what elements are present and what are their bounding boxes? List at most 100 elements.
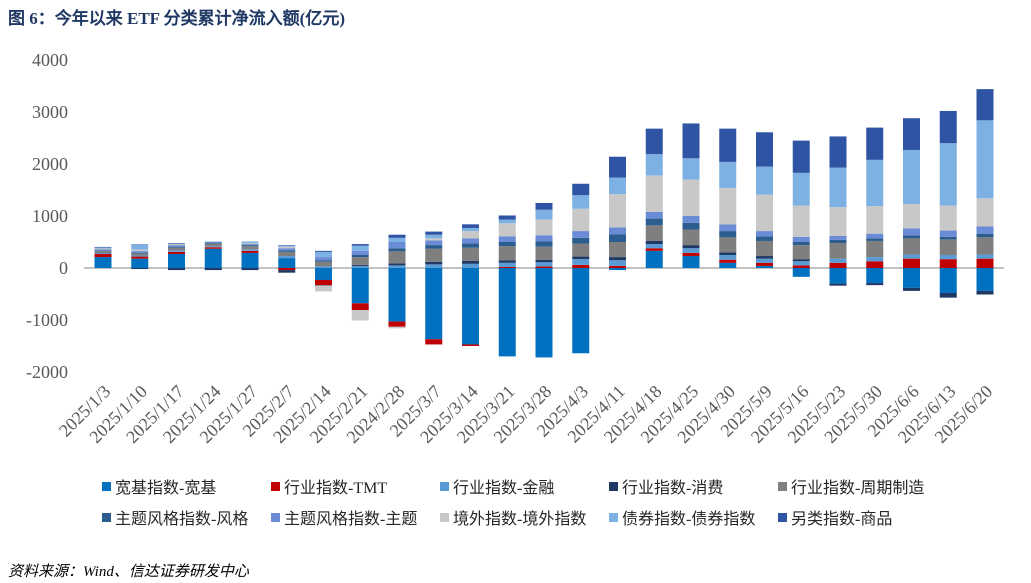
bar-11-series-1: [498, 266, 516, 268]
y-tick-label: 1000: [32, 206, 68, 226]
bar-16-series-6: [682, 216, 700, 223]
bar-3-series-2: [204, 246, 222, 248]
y-tick-label: -1000: [26, 310, 68, 330]
bar-11-series-0: [498, 268, 516, 357]
bar-20-series-3: [829, 283, 847, 286]
bar-7-series-8: [351, 245, 369, 251]
legend-item: 行业指数-消费: [609, 479, 723, 497]
bar-13-series-1: [572, 264, 590, 268]
bar-14-series-0: [609, 268, 626, 271]
bar-18-series-6: [756, 231, 773, 237]
bar-6-series-6: [315, 257, 332, 261]
bar-20-series-7: [829, 207, 847, 236]
bar-11-series-2: [498, 262, 516, 267]
bar-16-series-8: [682, 158, 700, 180]
bar-4-series-6: [241, 244, 259, 246]
bar-9-series-7: [425, 238, 443, 241]
bar-9-series-6: [425, 240, 443, 246]
bar-1-series-0: [131, 258, 149, 268]
bar-3-series-1: [204, 247, 222, 249]
bar-13-series-8: [572, 195, 590, 209]
bar-24-series-0: [976, 268, 994, 291]
bar-10-series-6: [462, 238, 479, 244]
bar-14-series-7: [609, 194, 626, 228]
bar-19-series-5: [792, 242, 810, 246]
bar-22-series-2: [903, 254, 920, 259]
bar-1-series-9: [131, 244, 149, 245]
x-axis-labels: 2025/1/32025/1/102025/1/172025/1/242025/…: [55, 381, 996, 447]
bar-6-series-2: [315, 266, 332, 268]
bar-12-series-5: [535, 241, 553, 247]
bar-22-series-0: [903, 268, 920, 288]
bar-2-series-1: [168, 251, 185, 254]
legend-swatch: [440, 482, 449, 491]
bar-15-series-7: [645, 175, 663, 212]
bar-16-series-1: [682, 252, 700, 257]
bar-19-series-6: [792, 236, 810, 242]
bar-0-series-5: [94, 250, 112, 252]
bar-2-series-0: [168, 253, 185, 268]
bar-10-series-2: [462, 263, 479, 268]
bar-3-series-4: [204, 243, 222, 247]
legend-label: 境外指数-境外指数: [453, 509, 586, 528]
bar-19-series-9: [792, 140, 810, 173]
bar-5-series-3: [278, 270, 296, 273]
bar-15-series-6: [645, 211, 663, 219]
legend-item: 宽基指数-宽基: [102, 479, 216, 497]
bar-11-series-4: [498, 246, 516, 261]
bar-8-series-0: [388, 268, 406, 322]
bar-21-series-7: [866, 206, 884, 234]
bar-2-series-4: [168, 247, 185, 251]
bar-6-series-7: [315, 285, 332, 292]
legend-item: 行业指数-金融: [440, 479, 554, 497]
bar-4-series-4: [241, 246, 259, 250]
bar-3-series-0: [204, 248, 222, 268]
bar-23-series-0: [939, 268, 957, 293]
bar-7-series-7: [351, 310, 369, 321]
bar-7-series-3: [351, 264, 369, 266]
y-tick-label: -2000: [26, 362, 68, 382]
legend-item: 另类指数-商品: [778, 510, 892, 528]
bar-21-series-5: [866, 238, 884, 241]
legend-item: 主题风格指数-风格: [102, 510, 248, 528]
legend-swatch: [102, 482, 111, 491]
bar-14-series-2: [609, 260, 626, 266]
bar-10-series-1: [462, 344, 479, 346]
bar-14-series-9: [609, 156, 626, 178]
bar-11-series-8: [498, 219, 516, 224]
bar-9-series-1: [425, 339, 443, 345]
bar-24-series-1: [976, 258, 994, 268]
bar-19-series-2: [792, 261, 810, 266]
bar-11-series-5: [498, 242, 516, 247]
bar-7-series-1: [351, 303, 369, 311]
bar-16-series-5: [682, 222, 700, 230]
bar-14-series-3: [609, 257, 626, 261]
bar-8-series-3: [388, 263, 406, 266]
bar-17-series-5: [719, 231, 737, 238]
legend-label: 行业指数-周期制造: [791, 479, 924, 497]
bar-1-series-4: [131, 253, 149, 256]
bar-21-series-9: [866, 127, 884, 160]
bar-16-series-2: [682, 248, 700, 253]
bar-13-series-6: [572, 231, 590, 238]
bar-15-series-9: [645, 128, 663, 155]
bar-24-series-2: [976, 254, 994, 259]
bar-10-series-7: [462, 231, 479, 239]
bar-24-series-8: [976, 120, 994, 199]
bar-9-series-3: [425, 261, 443, 265]
bar-10-series-5: [462, 243, 479, 248]
bar-10-series-4: [462, 247, 479, 261]
bar-20-series-1: [829, 262, 847, 268]
bar-series: [94, 89, 994, 358]
bar-6-series-5: [315, 260, 332, 262]
bar-21-series-8: [866, 159, 884, 207]
bar-14-series-4: [609, 242, 626, 258]
bar-23-series-2: [939, 255, 957, 260]
bar-9-series-4: [425, 248, 443, 262]
bar-4-series-2: [241, 249, 259, 251]
bar-23-series-4: [939, 239, 957, 255]
bar-22-series-8: [903, 149, 920, 205]
bar-1-series-2: [131, 255, 149, 257]
